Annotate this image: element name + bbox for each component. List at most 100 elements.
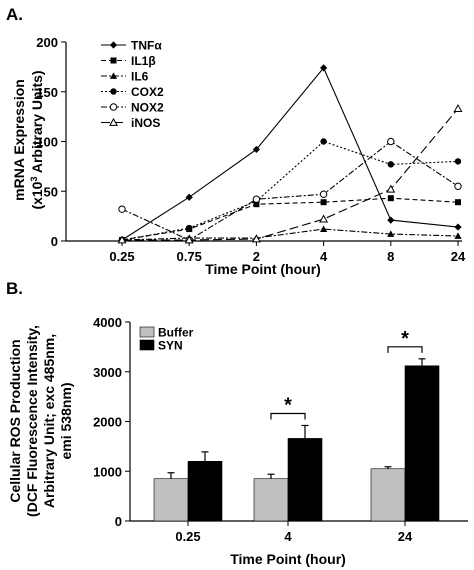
panel-b-xlabel: Time Point (hour)	[230, 551, 346, 567]
panel-a-point-0-3	[320, 64, 328, 72]
panel-a-legend-marker-2	[109, 72, 118, 79]
panel-a-point-2-3	[320, 225, 328, 232]
panel-b-xtick-label: 4	[284, 529, 292, 544]
panel-a-point-5-2	[251, 234, 261, 243]
panel-b-bar-1-0	[187, 460, 223, 522]
panel-a-point-3-5	[454, 158, 462, 165]
panel-a-point-5-1	[184, 235, 194, 244]
panel-b-ytick-label: 0	[115, 514, 122, 529]
panel-a-xtick-label: 8	[387, 249, 394, 264]
panel-a-xtick-label: 0.75	[177, 249, 202, 264]
panel-a-point-4-3	[319, 190, 328, 198]
panel-a-series-line-0	[121, 66, 459, 241]
panel-a-ylabel-line2: (x103 Arbitrary Units)	[29, 70, 45, 209]
panel-b-bar-1-2	[404, 365, 440, 522]
panel-a-ylabel-line1: mRNA Expression	[11, 79, 27, 201]
panel-b-ytick-label: 2000	[93, 415, 122, 430]
panel-a-point-3-3	[320, 138, 327, 145]
panel-b-ylabel-line-2: Arbitrary Unit; exc 485nm,	[41, 334, 57, 508]
panel-a-ylabel-suffix: Arbitrary Units)	[29, 70, 45, 176]
panel-b-sig-star-1: *	[401, 328, 409, 350]
panel-a-point-1-3	[320, 199, 327, 206]
panel-b-bar-0-1	[253, 478, 289, 522]
panel-a-series-4	[118, 137, 462, 244]
panel-b-label: B.	[6, 279, 23, 298]
panel-a-legend-label-0: TNFα	[131, 39, 162, 53]
panel-b-sig-bracket-0	[270, 412, 306, 420]
panel-b-ytick-label: 4000	[93, 315, 122, 330]
panel-a-point-3-4	[387, 161, 394, 168]
panel-a-ylabel-sup: 3	[29, 177, 39, 182]
panel-a-xlabel: Time Point (hour)	[205, 261, 321, 277]
panel-a-point-4-2	[252, 195, 261, 203]
panel-b-ylabel: Cellular ROS Production (DCF Fluorescence…	[7, 325, 74, 517]
panel-a-point-2-4	[387, 230, 395, 237]
panel-a-point-3-1	[186, 224, 193, 232]
panel-a-ytick-label: 200	[36, 35, 58, 50]
panel-a-ylabel-prefix: (x10	[29, 181, 45, 209]
panel-a-point-1-4	[387, 195, 394, 202]
panel-b-sig-star-0: *	[284, 394, 292, 416]
panel-a-legend-marker-5	[109, 117, 118, 126]
panel-a-point-4-5	[454, 182, 462, 190]
panel-a-ytick-label: 150	[36, 85, 58, 100]
panel-a-legend-label-3: COX2	[131, 85, 164, 99]
panel-a: A. mRNA Expression (x103 Arbitrary Units…	[6, 5, 466, 277]
panel-a-series-line-4	[121, 140, 459, 241]
panel-b-sig-bracket-1	[387, 346, 423, 353]
panel-b-ylabel-line-0: Cellular ROS Production	[7, 339, 23, 502]
panel-a-xtick-label: 4	[320, 249, 328, 264]
panel-a-point-0-2	[252, 145, 260, 154]
panel-b-ytick-label: 3000	[93, 365, 122, 380]
panel-a-point-2-5	[454, 232, 462, 239]
panel-a-series-1	[119, 195, 461, 244]
panel-a-series-line-2	[121, 228, 459, 241]
panel-a-label: A.	[6, 5, 23, 24]
panel-a-legend-marker-1	[110, 57, 117, 64]
panel-a-point-4-4	[387, 137, 395, 146]
panel-a-legend-marker-3	[110, 88, 117, 95]
panel-b: B. Cellular ROS Production (DCF Fluoresce…	[6, 279, 468, 567]
panel-a-series-line-5	[122, 108, 459, 241]
panel-b-xtick-label: 24	[398, 529, 413, 544]
panel-a-ytick-label: 100	[36, 135, 58, 150]
panel-a-legend-label-1: IL1β	[131, 54, 156, 68]
panel-a-point-0-4	[387, 216, 395, 224]
panel-a-series-line-3	[121, 140, 459, 241]
panel-a-point-5-4	[386, 184, 396, 193]
panel-a-legend-marker-0	[109, 41, 118, 49]
panel-b-bar-0-2	[370, 468, 406, 522]
panel-a-series-5	[117, 104, 463, 244]
panel-b-bar-1-1	[287, 438, 323, 522]
panel-a-xtick-label: 24	[451, 249, 466, 264]
panel-a-ytick-label: 0	[51, 234, 58, 249]
panel-b-legend-label-0: Buffer	[158, 326, 194, 340]
panel-a-ytick-label: 50	[44, 184, 58, 199]
panel-a-legend-marker-4	[109, 103, 118, 111]
panel-a-legend-label-5: iNOS	[131, 116, 160, 130]
panel-b-ylabel-line-1: (DCF Fluorescence Intensity,	[24, 325, 40, 517]
panel-a-point-4-0	[118, 205, 126, 213]
panel-a-point-1-5	[455, 199, 461, 206]
panel-a-legend-label-2: IL6	[131, 70, 149, 84]
panel-a-point-0-5	[454, 223, 462, 231]
panel-a-point-5-0	[117, 235, 127, 244]
panel-b-legend-swatch-0	[139, 326, 155, 338]
panel-a-point-0-1	[185, 193, 193, 201]
panel-b-ylabel-line-3: emi 538nm)	[58, 382, 74, 459]
panel-b-ytick-label: 1000	[93, 464, 122, 479]
panel-a-series-line-1	[121, 197, 459, 241]
panel-b-bar-0-0	[153, 478, 189, 522]
panel-a-point-5-3	[319, 214, 329, 223]
panel-b-legend-swatch-1	[139, 339, 155, 351]
panel-a-xtick-label: 0.25	[109, 249, 134, 264]
panel-b-xtick-label: 0.25	[175, 529, 200, 544]
panel-a-point-5-5	[453, 104, 463, 113]
panel-a-legend-label-4: NOX2	[131, 101, 164, 115]
panel-a-xtick-label: 2	[253, 249, 260, 264]
panel-b-legend-label-1: SYN	[158, 339, 183, 353]
panel-b-plot: 0 1000 2000 3000 4000 0.25 4 24 * *	[93, 315, 468, 544]
